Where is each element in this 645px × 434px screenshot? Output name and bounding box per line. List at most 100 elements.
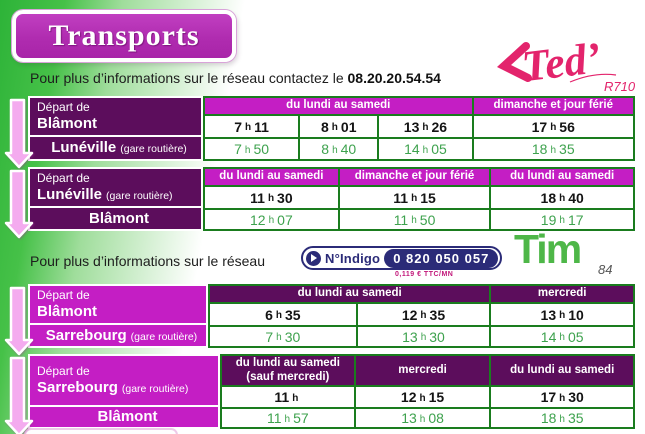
timetable: Départ de Blâmont Lunéville (gare routière)… [28,96,635,161]
ted-route-number: R710 [604,79,636,94]
departure-time: 8 h 01 [298,114,378,137]
ted-logo: Ted’ R710 [492,30,644,96]
arrival-time: 11 h 57 [222,407,354,427]
time-hours: 13 [403,118,420,135]
time-hours: 12 [400,389,417,405]
indigo-rate: 0,119 € TTC/MN [395,271,454,278]
time-grid: du lundi au samedi mercredi 6 h 35 12 h 35 13 h 10… [208,284,635,348]
column-header: du lundi au samedi [205,98,472,114]
tim-logo: Tim [514,229,582,270]
time-hours: 18 [540,189,557,206]
hour-separator: h [420,332,427,343]
hour-separator: h [559,193,566,204]
time-minutes: 30 [284,328,301,345]
to-city-suffix: (gare routière) [130,330,198,343]
route-arrow-icon [4,98,34,169]
hour-separator: h [292,392,299,404]
column-header: mercredi [353,356,490,385]
route-arrow-shape [4,286,34,356]
route-arrow-shape [4,98,34,169]
time-minutes: 50 [253,141,270,157]
timetable: Départ de Lunéville (gare routière) Blâmont… [28,167,635,231]
time-grid: du lundi au samedi dimanche et jour férié… [203,96,635,161]
arrival-time: 19 h 17 [489,208,633,229]
departure-time: 7 h 11 [205,114,299,137]
departure-time: 6 h 35 [210,302,356,325]
tim-route-number: 84 [598,262,613,277]
route-arrow-shape [4,169,34,239]
hour-separator: h [559,215,565,226]
time-hours: 14 [404,141,420,157]
time-hours: 13 [401,410,417,426]
from-city: Lunéville (gare routière) [37,185,173,203]
route-labels: Départ de Blâmont Lunéville (gare routière) [28,96,203,161]
time-minutes: 40 [340,141,357,157]
ted-swoosh-icon [496,42,532,82]
time-minutes: 08 [428,410,444,426]
from-cell: Départ de Blâmont [28,96,203,137]
departure-time: 13 h 10 [489,302,633,325]
indigo-logo: N°Indigo 0 820 050 057 [301,246,503,270]
to-cell: Blâmont [28,208,203,231]
depart-label: Départ de [37,363,90,378]
departure-time: 17 h 30 [489,385,633,407]
arrival-time: 14 h 05 [489,325,633,346]
time-minutes: 35 [429,306,446,323]
hour-separator: h [245,122,252,133]
from-cell: Départ de Lunéville (gare routière) [28,167,203,208]
time-minutes: 35 [284,306,301,323]
time-hours: 19 [540,211,557,228]
time-minutes: 01 [340,118,357,135]
time-minutes: 50 [419,211,436,228]
from-city-suffix: (gare routière) [106,189,173,202]
time-hours: 11 [274,389,290,405]
time-hours: 13 [540,306,557,323]
to-city: Blâmont [89,209,149,227]
hour-separator: h [559,392,566,404]
time-minutes: 15 [420,189,436,206]
time-hours: 11 [393,211,409,228]
time-hours: 11 [267,410,282,426]
departure-time: 12 h 35 [355,302,490,325]
column-header: du lundi au samedi [210,286,490,302]
time-hours: 7 [265,328,274,345]
column-header: du lundi au samedi [205,169,338,185]
time-minutes: 40 [568,189,584,206]
info-text: Pour plus d’informations sur le réseau c… [30,70,344,86]
hour-separator: h [268,215,275,226]
hour-separator: h [419,392,426,404]
hour-separator: h [559,310,566,321]
hour-separator: h [550,122,557,133]
hour-separator: h [420,310,427,321]
time-hours: 7 [234,141,242,157]
cutoff-box [24,428,178,434]
hour-separator: h [419,413,426,425]
from-city: Blâmont [37,302,97,320]
hour-separator: h [275,310,282,321]
hour-separator: h [331,122,338,133]
arrival-time: 18 h 35 [471,137,633,159]
time-minutes: 10 [568,306,584,323]
column-header: du lundi au samedi [489,169,633,185]
departure-time: 11 h 15 [337,185,490,208]
route-labels: Départ de Blâmont Sarrebourg (gare routière… [28,284,208,348]
time-hours: 17 [531,118,548,135]
time-hours: 8 [321,141,330,157]
route-labels: Départ de Sarrebourg (gare routière) Blâmon… [28,354,220,429]
hour-separator: h [276,332,282,343]
arrival-time: 7 h 30 [210,325,356,346]
hour-separator: h [422,144,429,156]
time-minutes: 07 [277,211,293,228]
hour-separator: h [411,193,418,204]
departure-time: 11 h [222,385,354,407]
to-city-suffix: (gare routière) [120,143,187,156]
to-city: Blâmont [97,408,158,426]
time-hours: 6 [265,306,273,323]
time-minutes: 35 [559,141,575,157]
time-hours: 12 [250,211,266,228]
time-hours: 18 [540,410,557,426]
departure-time: 12 h 15 [353,385,490,407]
hour-separator: h [332,144,338,156]
arrival-time: 11 h 50 [337,208,490,229]
